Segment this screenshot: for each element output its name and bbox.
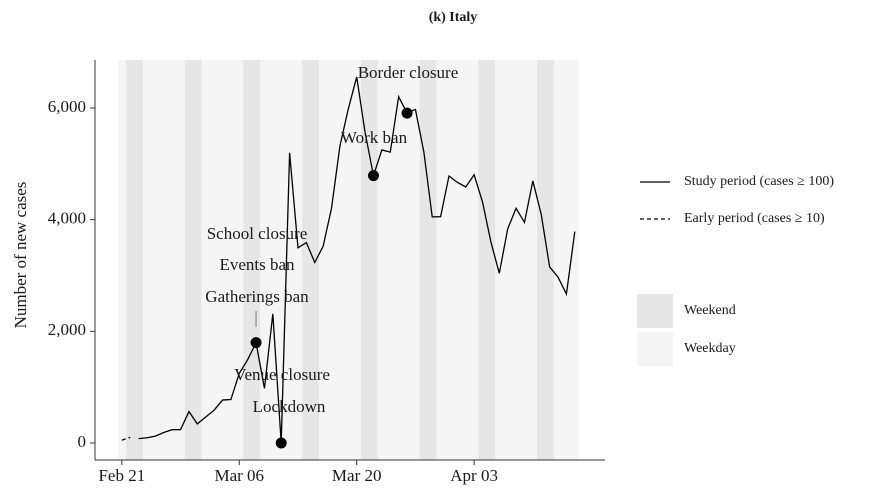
weekend-band (537, 60, 554, 460)
legend-swatch (637, 294, 673, 328)
event-marker (250, 337, 262, 349)
y-tick-label: 0 (78, 432, 87, 451)
legend-label: Study period (cases ≥ 100) (684, 174, 834, 189)
series-line (121, 436, 131, 441)
event-marker (275, 437, 287, 449)
series-line (138, 76, 576, 444)
y-tick-label: 4,000 (48, 209, 86, 228)
event-marker (401, 107, 413, 119)
weekend-band (302, 60, 319, 460)
y-axis-label: Number of new cases (11, 182, 30, 329)
event-label: Lockdown (253, 397, 326, 416)
y-tick-label: 2,000 (48, 320, 86, 339)
legend-label: Weekend (684, 303, 736, 318)
legend-label: Weekday (684, 341, 736, 356)
legend-label: Early period (cases ≥ 10) (684, 211, 825, 226)
x-tick-label: Apr 03 (450, 466, 498, 485)
weekend-band (360, 60, 378, 460)
y-tick-label: 6,000 (48, 97, 86, 116)
legend-swatch (637, 332, 673, 366)
weekend-band (478, 60, 496, 460)
chart-title: (k) Italy (429, 10, 478, 25)
event-label: Gatherings ban (205, 287, 309, 306)
event-label: School closure (207, 224, 308, 243)
weekend-band (419, 60, 437, 460)
weekend-band (126, 60, 143, 460)
x-tick-label: Mar 06 (214, 466, 264, 485)
x-tick-label: Feb 21 (98, 466, 145, 485)
event-label: Border closure (358, 63, 459, 82)
weekend-band (184, 60, 202, 460)
event-label: Work ban (341, 128, 408, 147)
event-marker (367, 170, 379, 182)
event-label: Events ban (219, 255, 295, 274)
x-tick-label: Mar 20 (332, 466, 382, 485)
event-label: Venue closure (234, 365, 330, 384)
